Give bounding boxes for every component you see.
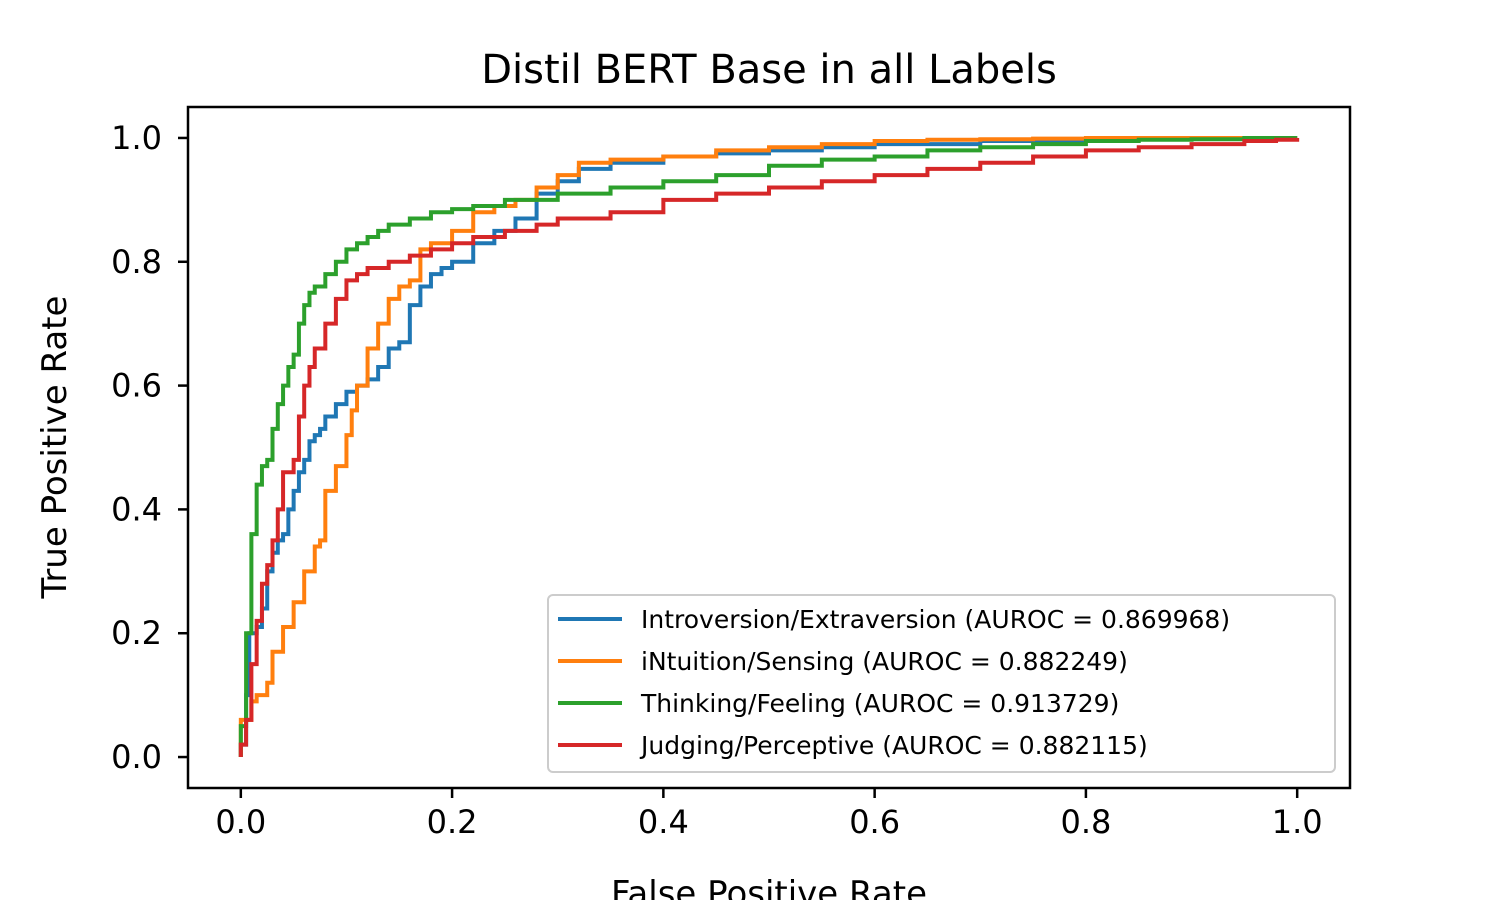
series-lines — [238, 135, 1300, 758]
y-tick-label: 0.6 — [111, 367, 162, 405]
x-tick-label: 0.0 — [215, 803, 266, 841]
y-tick-label: 0.8 — [111, 243, 162, 281]
y-axis-ticks: 0.0 0.2 0.4 0.6 0.8 1.0 — [111, 119, 188, 776]
series-line-1 — [238, 135, 1298, 758]
legend-box — [547, 594, 1336, 773]
x-tick-label: 0.8 — [1060, 803, 1111, 841]
x-axis-ticks: 0.0 0.2 0.4 0.6 0.8 1.0 — [215, 788, 1323, 841]
x-axis-label: False Positive Rate — [611, 874, 927, 900]
series-line-0 — [238, 135, 1298, 758]
series-line-3 — [238, 137, 1300, 758]
y-tick-label: 0.2 — [111, 614, 162, 652]
legend-label-2: Thinking/Feeling (AUROC = 0.913729) — [640, 689, 1119, 718]
legend-label-1: iNtuition/Sensing (AUROC = 0.882249) — [641, 647, 1128, 676]
y-tick-label: 0.0 — [111, 738, 162, 776]
legend: Introversion/Extraversion (AUROC = 0.869… — [547, 594, 1336, 773]
x-tick-label: 0.6 — [849, 803, 900, 841]
x-tick-label: 0.4 — [638, 803, 689, 841]
x-tick-label: 1.0 — [1272, 803, 1323, 841]
y-axis-label: True Positive Rate — [35, 296, 75, 600]
plot-area — [238, 135, 1300, 758]
y-tick-label: 0.4 — [111, 490, 162, 528]
x-tick-label: 0.2 — [427, 803, 478, 841]
chart-title: Distil BERT Base in all Labels — [481, 47, 1057, 93]
y-tick-label: 1.0 — [111, 119, 162, 157]
legend-label-0: Introversion/Extraversion (AUROC = 0.869… — [641, 605, 1230, 634]
series-line-2 — [238, 135, 1298, 758]
axes-frame — [186, 105, 1352, 790]
legend-label-3: Judging/Perceptive (AUROC = 0.882115) — [639, 731, 1148, 760]
